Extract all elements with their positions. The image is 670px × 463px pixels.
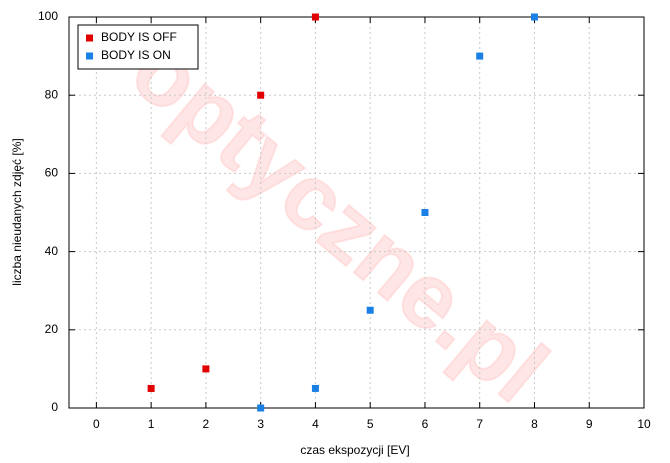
x-tick-label: 0 [93, 417, 100, 431]
point [257, 404, 265, 412]
point [147, 384, 155, 392]
point [530, 13, 538, 21]
y-tick-label: 100 [38, 9, 58, 23]
y-tick-label: 20 [45, 322, 59, 336]
x-tick-label: 8 [531, 417, 538, 431]
legend-swatch [86, 52, 93, 60]
point [257, 91, 265, 99]
point [311, 13, 319, 21]
x-tick-label: 10 [637, 417, 651, 431]
x-tick-label: 5 [367, 417, 374, 431]
x-tick-label: 9 [586, 417, 593, 431]
y-axis-label: liczba nieudanych zdjęć [%] [10, 138, 24, 285]
x-axis-label: czas ekspozycji [EV] [300, 443, 409, 457]
point [366, 306, 374, 314]
point [421, 209, 429, 216]
x-tick-label: 6 [422, 417, 429, 431]
point [311, 384, 319, 392]
x-tick-label: 4 [312, 417, 319, 431]
x-tick-label: 1 [148, 417, 155, 431]
plot-frame [68, 16, 645, 409]
legend-swatch [86, 34, 93, 42]
legend-box [77, 24, 199, 70]
legend-label: BODY IS OFF [101, 30, 177, 44]
y-tick-label: 80 [45, 87, 59, 101]
point [476, 52, 484, 60]
y-tick-label: 40 [45, 244, 59, 258]
point [202, 365, 210, 373]
x-tick-label: 3 [257, 417, 264, 431]
x-tick-label: 7 [476, 417, 483, 431]
y-tick-label: 60 [45, 166, 59, 180]
y-tick-label: 0 [51, 400, 58, 414]
x-tick-label: 2 [203, 417, 210, 431]
watermark: optyczne.pl [113, 18, 566, 421]
legend-label: BODY IS ON [101, 48, 171, 62]
